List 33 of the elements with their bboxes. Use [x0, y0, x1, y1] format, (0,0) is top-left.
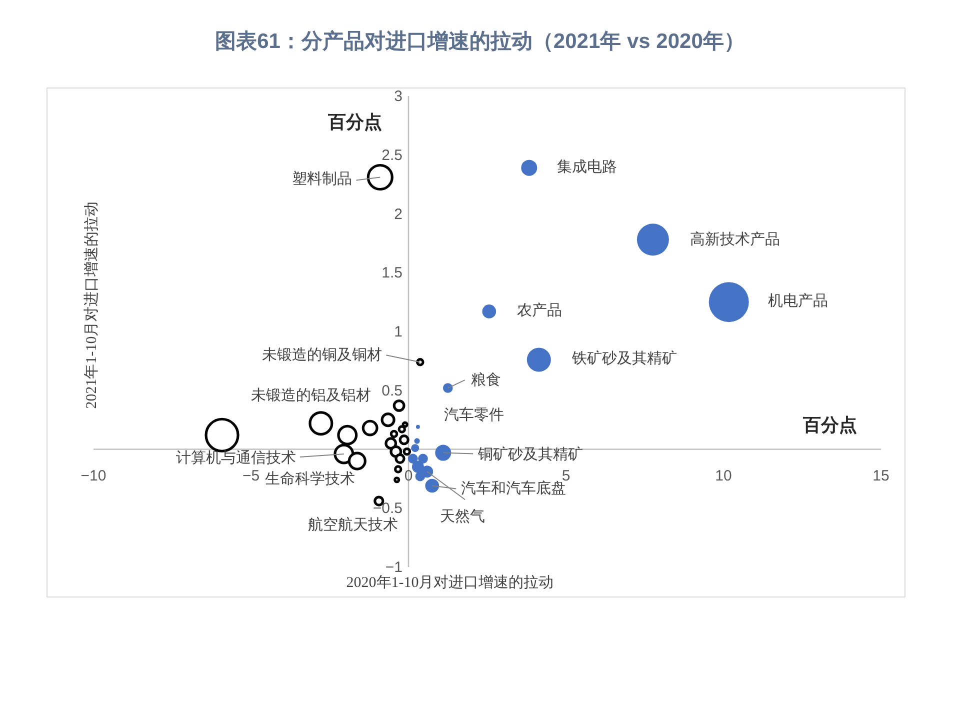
annotation: 集成电路	[557, 158, 618, 176]
annotation: 百分点	[802, 415, 857, 436]
x-tick-label: 0	[404, 467, 413, 484]
annotation: 汽车零件	[444, 406, 504, 424]
y-axis-title: 2021年1-10月对进口增速的拉动	[83, 201, 100, 409]
annotation: 机电产品	[768, 292, 828, 310]
y-tick-label: 2	[394, 206, 402, 223]
x-tick-label: 10	[715, 467, 732, 484]
annotation: 铜矿砂及其精矿	[477, 446, 584, 464]
y-tick-label: 3	[394, 88, 402, 105]
y-tick-label: 1.5	[382, 264, 402, 282]
annotation: 天然气	[440, 508, 486, 526]
y-tick-label: −1	[385, 559, 402, 576]
annotation: 百分点	[327, 112, 382, 132]
x-tick-label: 15	[872, 467, 890, 484]
annotation: 高新技术产品	[690, 231, 780, 248]
y-tick-label: −0.5	[372, 500, 402, 518]
y-tick-label: 1	[394, 324, 402, 340]
annotation: 塑料制品	[292, 170, 352, 188]
x-tick-label: −5	[242, 467, 260, 484]
annotation: 粮食	[470, 371, 501, 388]
x-tick-label: −10	[80, 467, 106, 484]
annotation: 铁矿砂及其精矿	[570, 350, 677, 368]
annotation: 农产品	[517, 302, 562, 319]
annotation: 未锻造的铝及铝材	[251, 387, 372, 404]
chart-title: 图表61：分产品对进口增速的拉动（2021年 vs 2020年）	[215, 29, 745, 53]
annotation: 生命科学技术	[265, 470, 356, 488]
y-tick-label: 0.5	[382, 382, 402, 400]
x-axis-title: 2020年1-10月对进口增速的拉动	[346, 574, 554, 591]
annotation: 计算机与通信技术	[176, 449, 296, 466]
annotation: 航空航天技术	[308, 516, 398, 534]
y-tick-label: 2.5	[382, 146, 402, 164]
annotation: 未锻造的铜及铜材	[262, 346, 382, 364]
